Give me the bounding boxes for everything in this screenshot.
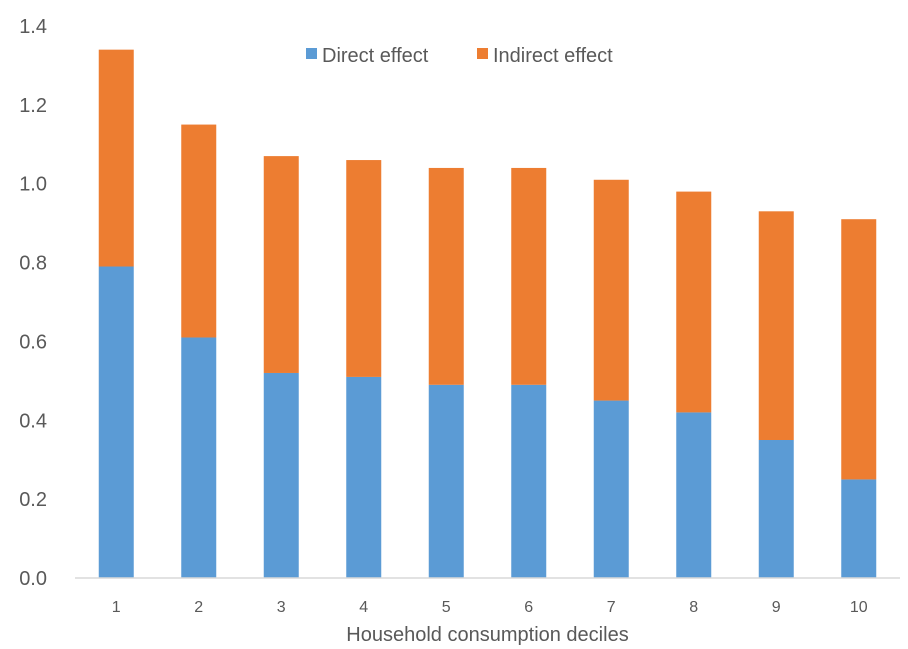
y-tick-label: 1.0 bbox=[19, 174, 47, 196]
bar-direct-decile-3 bbox=[263, 372, 299, 578]
x-tick-label: 9 bbox=[772, 599, 781, 616]
legend-swatch-direct bbox=[306, 48, 317, 59]
legend-label-indirect: Indirect effect bbox=[493, 45, 613, 67]
y-tick-label: 0.6 bbox=[19, 331, 47, 353]
y-axis-ticks: 0.0 0.2 0.4 0.6 0.8 1.0 1.2 1.4 bbox=[19, 16, 47, 590]
bar-direct-decile-9 bbox=[758, 440, 794, 578]
bar-direct-decile-10 bbox=[841, 479, 877, 578]
legend-swatch-indirect bbox=[477, 48, 488, 59]
y-tick-label: 0.0 bbox=[19, 568, 47, 590]
bar-direct-decile-4 bbox=[346, 376, 382, 578]
bar-direct-decile-5 bbox=[428, 384, 464, 578]
bar-indirect-decile-8 bbox=[676, 191, 712, 413]
bar-direct-decile-6 bbox=[511, 384, 547, 578]
y-tick-label: 0.4 bbox=[19, 410, 47, 432]
x-tick-label: 5 bbox=[442, 599, 451, 616]
x-tick-label: 3 bbox=[277, 599, 286, 616]
x-tick-label: 1 bbox=[112, 599, 121, 616]
bar-indirect-decile-6 bbox=[511, 167, 547, 385]
x-tick-label: 2 bbox=[194, 599, 203, 616]
legend: Direct effect Indirect effect bbox=[306, 45, 613, 67]
bar-indirect-decile-3 bbox=[263, 156, 299, 373]
y-tick-label: 1.2 bbox=[19, 95, 47, 117]
bar-indirect-decile-5 bbox=[428, 167, 464, 385]
x-tick-label: 7 bbox=[607, 599, 616, 616]
bar-direct-decile-7 bbox=[593, 400, 629, 578]
bar-direct-decile-2 bbox=[181, 337, 217, 578]
y-tick-label: 1.4 bbox=[19, 16, 47, 38]
bar-indirect-decile-10 bbox=[841, 219, 877, 480]
bar-direct-decile-1 bbox=[98, 266, 134, 578]
y-tick-label: 0.8 bbox=[19, 253, 47, 275]
legend-label-direct: Direct effect bbox=[322, 45, 429, 67]
bar-indirect-decile-7 bbox=[593, 179, 629, 401]
bar-indirect-decile-9 bbox=[758, 211, 794, 440]
x-tick-label: 8 bbox=[689, 599, 698, 616]
bars-layer bbox=[98, 49, 877, 578]
x-axis-title: Household consumption deciles bbox=[346, 624, 628, 646]
x-tick-label: 10 bbox=[850, 599, 868, 616]
bar-direct-decile-8 bbox=[676, 412, 712, 578]
bar-indirect-decile-1 bbox=[98, 49, 134, 267]
bar-indirect-decile-2 bbox=[181, 124, 217, 338]
x-axis-ticks: 1 2 3 4 5 6 7 8 9 10 bbox=[112, 599, 868, 616]
y-tick-label: 0.2 bbox=[19, 489, 47, 511]
bar-indirect-decile-4 bbox=[346, 160, 382, 377]
x-tick-label: 4 bbox=[359, 599, 368, 616]
x-tick-label: 6 bbox=[524, 599, 533, 616]
